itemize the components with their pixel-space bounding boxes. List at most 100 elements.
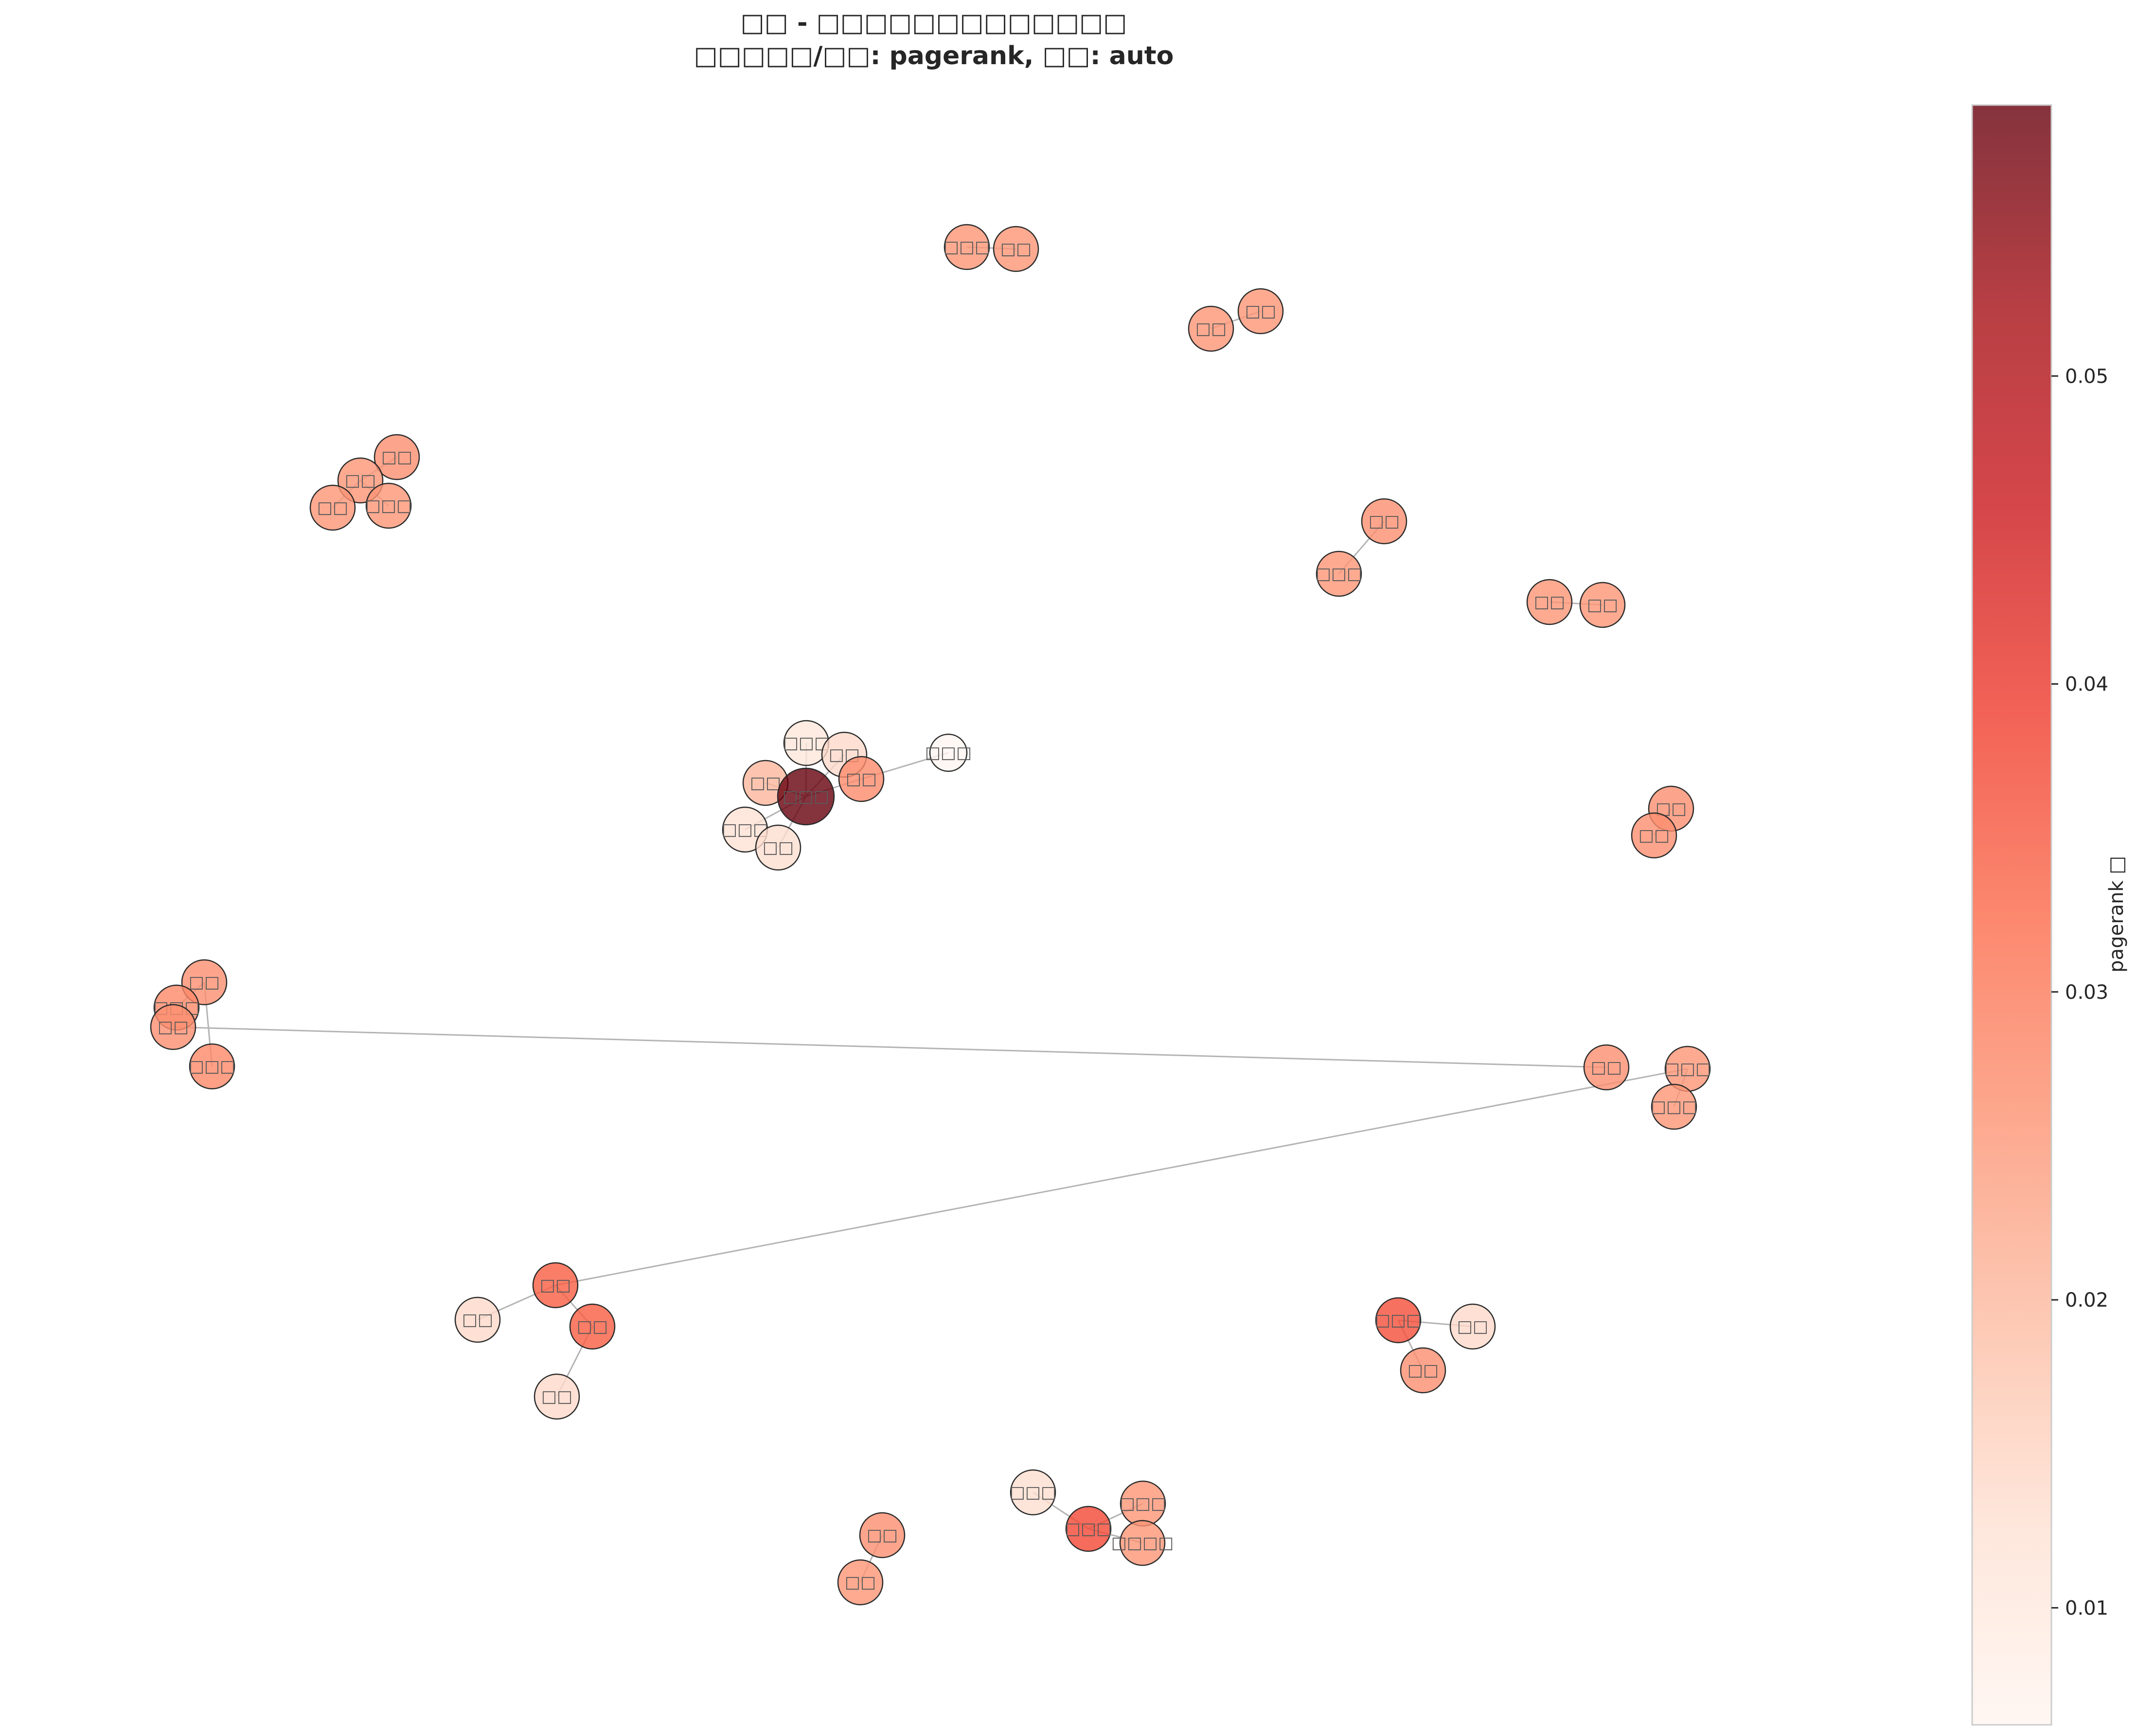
node-circle [1188,305,1234,352]
node-label: □□ [750,773,781,793]
graph-node: □□□ [1010,1469,1056,1516]
node-label: □□ [1000,239,1032,259]
node-label: □□□ [1375,1311,1422,1330]
graph-node: □□□ [925,733,972,772]
node-label: □□□ [783,787,829,806]
graph-node: □□□ [722,806,768,853]
graph-node: □□ [309,484,356,531]
node-circle [1361,498,1407,545]
graph-node: □□□ [1316,550,1362,597]
graph-edge [555,1068,1688,1286]
node-label: □□□ [1010,1483,1056,1502]
graph-node: □□□□ [1111,1520,1174,1566]
node-label: □□ [1457,1317,1488,1336]
node-label: □□ [845,1573,876,1592]
node-label: □□ [846,769,877,789]
graph-node: □□□ [944,224,990,270]
figure-title-line-2: □□□□□/□□: pagerank, □□: auto [694,41,1174,71]
node-circle [1375,1297,1422,1344]
graph-edge [173,1026,1607,1068]
graph-node: □□ [993,226,1039,272]
node-label: □□ [1195,319,1227,338]
node-circle [993,226,1039,272]
colorbar-tick-label: 0.03 [2065,981,2108,1004]
node-label: □□ [763,838,794,857]
node-circle [1400,1347,1446,1394]
node-label: □□□ [1065,1519,1112,1539]
node-circle [944,224,990,270]
graph-nodes: □□□ □□□□□□□□□□□□ □□□□□□□□□□ □□□□□□□□□□□□□□□… [150,224,1711,1606]
node-circle [365,482,412,529]
graph-node: □□ [150,1004,196,1050]
graph-node: □□ [1583,1044,1630,1091]
node-circle [189,1043,235,1090]
colorbar-label: pagerank □ [2105,856,2128,973]
node-circle [1119,1520,1166,1566]
node-label: □□□ [944,237,990,257]
node-label: □□ [1638,826,1670,845]
graph-node: □□□ [777,767,835,826]
node-circle [1526,579,1573,625]
node-circle [454,1296,501,1343]
node-label: □□ [345,471,376,490]
colorbar-tick-label: 0.04 [2065,673,2108,696]
graph-node: □□ [374,434,420,480]
node-label: □□ [1587,595,1618,615]
graph-node: □□ [838,756,885,802]
node-label: □□ [1369,512,1400,531]
graph-node: □□ [534,1373,580,1420]
colorbar-tick-label: 0.02 [2065,1289,2108,1311]
node-circle [1449,1303,1496,1350]
node-circle [837,1559,884,1606]
node-circle [1010,1469,1056,1516]
colorbar-tick-label: 0.05 [2065,365,2108,388]
node-label: □□ [1591,1058,1622,1077]
node-label: □□ [577,1317,608,1336]
node-label: □□□ [189,1057,235,1076]
graph-node: □□ [1361,498,1407,545]
colorbar-gradient [1971,104,2052,1726]
figure-title-line-1: □□ - □□□□□□□□□□□□□ [741,8,1127,37]
colorbar-ticks: 0.01 0.02 0.03 0.04 0.05 [2051,365,2108,1619]
graph-node: □□□ [1664,1045,1711,1092]
node-circle [1651,1083,1697,1130]
colorbar-tick-label: 0.01 [2065,1597,2108,1619]
node-label: □□ [867,1525,898,1545]
node-label: □□ [462,1310,493,1329]
graph-node: □□□ [1651,1083,1697,1130]
graph-node: □□□ [365,482,412,529]
node-label: □□ [1245,301,1276,321]
node-circle [1237,288,1284,335]
graph-node: □□ [1526,579,1573,625]
node-label: □□□ [365,496,412,515]
graph-node: □□ [454,1296,501,1343]
node-circle [309,484,356,531]
node-circle [755,824,801,871]
node-circle [569,1303,616,1350]
node-circle [150,1004,196,1050]
graph-node: □□ [742,760,789,806]
node-label: □□ [158,1017,189,1037]
graph-node: □□□ [189,1043,235,1090]
graph-node: □□ [755,824,801,871]
node-circle [838,756,885,802]
graph-node: □□ [1579,582,1626,628]
node-label: □□ [381,447,412,467]
node-circle [1065,1506,1112,1552]
node-label: □□ [189,973,220,992]
graph-node: □□□ [1375,1297,1422,1344]
graph-node: □□ [1237,288,1284,335]
node-label: □□ [317,498,348,517]
node-label: □□□ [1651,1097,1697,1116]
node-label: □□ [540,1275,571,1295]
node-label: □□□ [1120,1494,1166,1513]
graph-node: □□□ [1120,1480,1166,1527]
graph-node: □□ [1449,1303,1496,1350]
node-label: □□ [1534,592,1565,612]
node-label: □□□□ [1111,1533,1174,1553]
graph-node: □□ [1631,812,1677,859]
node-label: □□□ [1316,564,1362,584]
graph-node: □□ [837,1559,884,1606]
graph-node: □□ [532,1262,579,1309]
